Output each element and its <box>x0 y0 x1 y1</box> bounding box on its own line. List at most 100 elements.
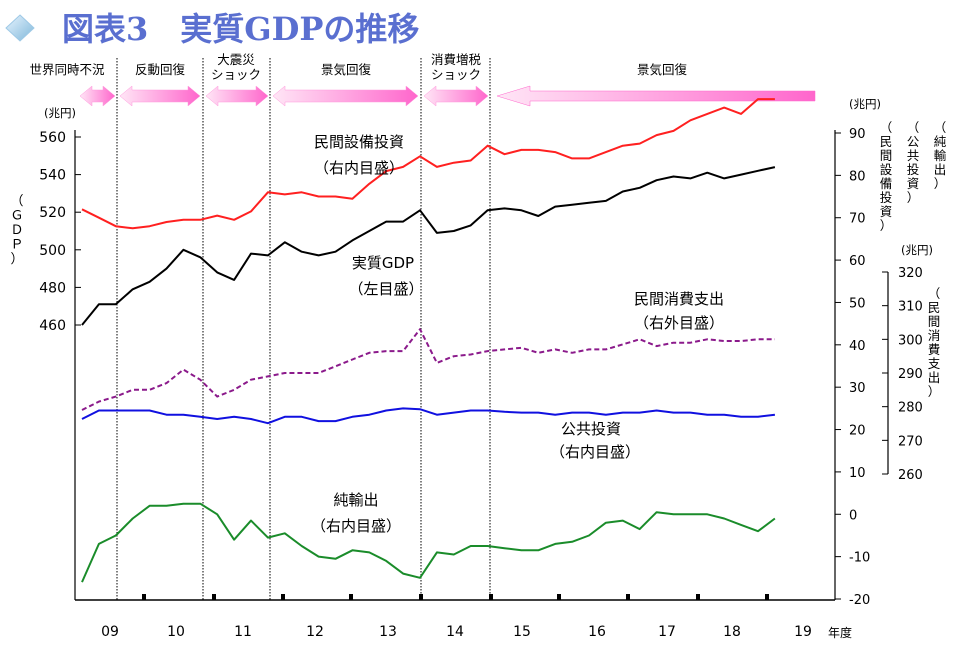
series-annotation-title: 公共投資 <box>561 420 621 438</box>
series-annotation-title: 実質GDP <box>352 254 414 272</box>
right-inner-axis-tick-label: 40 <box>849 339 866 354</box>
right-outer-axis-tick-label: 260 <box>898 468 923 483</box>
right-inner-axis-label-capex-char: 投 <box>880 190 893 205</box>
phase-arrow <box>423 85 489 107</box>
right-inner-axis-label-public-char: 資 <box>907 176 920 191</box>
x-minor-mark <box>419 594 423 600</box>
right-inner-axis-label-public-char: 公 <box>907 134 920 149</box>
x-tick-label: 10 <box>167 624 185 640</box>
chart-title: 図表3 実質GDPの推移 <box>62 10 419 48</box>
phase-arrow <box>79 85 116 107</box>
right-inner-axis-unit: (兆円) <box>849 97 881 111</box>
right-outer-axis-label: （民間消費支出） <box>928 286 941 399</box>
right-inner-axis-label-public-char: 共 <box>907 148 920 163</box>
phase-label-line: 景気回復 <box>637 62 688 77</box>
x-tick-label: 15 <box>513 624 531 640</box>
right-inner-axis-tick-label: -20 <box>849 593 870 608</box>
right-outer-axis-tick-label: 280 <box>898 401 923 416</box>
right-inner-axis-tick-label: 80 <box>849 169 866 184</box>
right-inner-axis-label-capex-char: 民 <box>880 134 893 149</box>
right-inner-axis-label-public-char: 投 <box>907 162 920 177</box>
x-tick-label: 12 <box>306 624 324 640</box>
phase-label-line: ショック <box>211 67 261 82</box>
series-annotation-title: 純輸出 <box>333 491 378 509</box>
series-annotation-note: （左目盛） <box>348 280 423 298</box>
right-inner-axis-label-netexports-char: ） <box>934 176 947 191</box>
right-inner-axis-label-netexports: （純輸出） <box>934 120 947 191</box>
x-tick-label: 18 <box>723 624 741 640</box>
right-inner-axis-tick-label: -10 <box>849 551 870 566</box>
right-outer-axis-label-char: 費 <box>928 342 941 357</box>
series-annotation-gdp: 実質GDP （左目盛） <box>348 254 423 298</box>
right-inner-axis-tick-label: 20 <box>849 424 866 439</box>
left-axis-unit: (兆円) <box>44 106 76 120</box>
series-line-consumption <box>81 328 775 411</box>
right-inner-axis-tick-label: 90 <box>849 127 866 142</box>
series-annotation-note: （右内目盛） <box>311 517 401 535</box>
series-annotation-public: 公共投資 （右内目盛） <box>550 420 640 461</box>
x-minor-mark <box>212 594 216 600</box>
series-annotation-title: 民間消費支出 <box>634 290 724 308</box>
right-inner-axis-label-capex-char: 備 <box>880 176 893 191</box>
left-axis-label-char: Ｐ <box>10 238 23 253</box>
phase-arrow <box>272 85 419 107</box>
right-inner-axis-label-capex: （民間設備投資） <box>880 120 893 233</box>
right-inner-axis-tick-label: 30 <box>849 381 866 396</box>
left-axis-label-char: Ｄ <box>10 223 23 238</box>
series-line-gdp <box>81 166 776 326</box>
right-inner-axis-label-capex-char: 資 <box>880 204 893 219</box>
right-outer-axis-unit: (兆円) <box>901 243 933 257</box>
series-annotation-net_exports: 純輸出 （右内目盛） <box>311 491 401 535</box>
right-outer-axis-tick-label: 320 <box>898 266 923 281</box>
series-line-capex <box>81 98 775 230</box>
right-inner-axis-tick-label: 50 <box>849 296 866 311</box>
series-annotation-note: （右内目盛） <box>550 443 640 461</box>
phase-label-line: 反動回復 <box>135 62 186 77</box>
phase-label: 景気回復 <box>637 62 688 77</box>
x-minor-mark <box>557 594 561 600</box>
right-outer-axis-label-char: 間 <box>928 314 941 329</box>
left-axis-tick-label: 520 <box>39 205 66 221</box>
right-outer-axis-label-char: 支 <box>928 356 941 371</box>
right-outer-axis-tick-label: 310 <box>898 300 923 315</box>
series-line-public <box>81 407 776 425</box>
x-minor-mark <box>626 594 630 600</box>
x-tick-label: 16 <box>588 624 606 640</box>
right-inner-axis-label-netexports-char: （ <box>934 120 947 135</box>
right-inner-axis-label-netexports-char: 出 <box>934 162 947 177</box>
x-minor-mark <box>489 594 493 600</box>
phase-label: 世界同時不況 <box>29 62 105 77</box>
phase-label-line: 消費増税 <box>431 52 482 67</box>
phase-label: 景気回復 <box>321 62 372 77</box>
left-axis-tick-label: 540 <box>39 168 66 184</box>
right-inner-axis-tick-label: 70 <box>849 212 866 227</box>
right-inner-axis-label-capex-char: 設 <box>880 162 893 177</box>
right-inner-axis-label-capex-char: ） <box>880 218 893 233</box>
right-outer-axis-label-char: （ <box>928 286 941 301</box>
x-minor-mark <box>765 594 769 600</box>
right-outer-axis-tick-label: 300 <box>898 333 923 348</box>
phase-label-line: 景気回復 <box>321 62 372 77</box>
series-annotation-capex: 民間設備投資 （右内目盛） <box>314 133 404 177</box>
phase-label-line: 世界同時不況 <box>29 62 105 77</box>
right-outer-axis-label-char: ） <box>928 384 941 399</box>
phase-arrow <box>119 85 201 107</box>
x-minor-mark <box>142 594 146 600</box>
x-tick-label: 19 <box>794 624 812 640</box>
phase-label-line: 大震災 <box>217 52 255 67</box>
phase-arrow <box>205 85 269 107</box>
x-minor-mark <box>349 594 353 600</box>
series-annotation-title: 民間設備投資 <box>314 133 404 151</box>
series-annotation-consumption: 民間消費支出 （右外目盛） <box>634 290 724 332</box>
left-axis-tick-label: 500 <box>39 243 66 259</box>
left-axis-label-char: ） <box>10 252 23 267</box>
x-tick-label: 17 <box>658 624 676 640</box>
diamond-icon <box>5 14 35 42</box>
right-outer-axis-label-char: 民 <box>928 300 941 315</box>
right-outer-axis-label-char: 消 <box>928 328 941 343</box>
right-outer-axis-label-char: 出 <box>928 370 941 385</box>
phase-label: 反動回復 <box>135 62 186 77</box>
